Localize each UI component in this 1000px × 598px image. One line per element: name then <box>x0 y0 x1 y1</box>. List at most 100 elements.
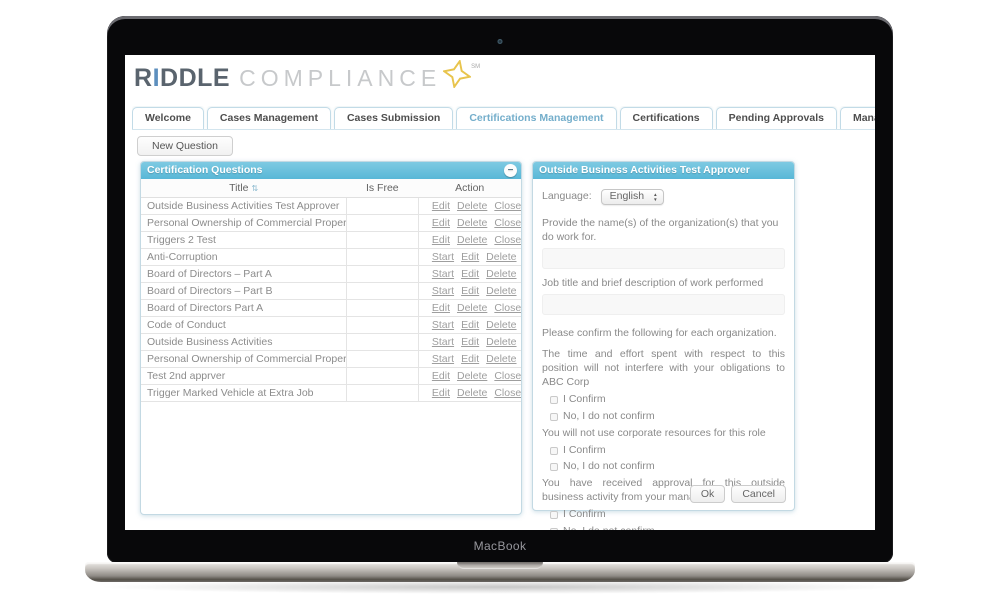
checkbox-icon[interactable] <box>550 510 558 519</box>
action-link[interactable]: Close <box>494 233 521 246</box>
question-title: Anti-Corruption <box>141 248 347 266</box>
action-link[interactable]: Start <box>431 284 455 297</box>
actions-cell: Edit Delete Close <box>417 367 521 385</box>
question-title: Outside Business Activities <box>141 333 347 351</box>
action-link[interactable]: Delete <box>456 216 488 229</box>
questions-table: Title ⇅ Is Free Action Outside Business … <box>141 179 521 402</box>
action-link[interactable]: Delete <box>486 250 517 263</box>
action-link[interactable]: Start <box>431 318 455 331</box>
ok-button[interactable]: Ok <box>689 485 726 503</box>
action-link[interactable]: Delete <box>456 369 488 382</box>
checkbox-icon[interactable] <box>550 446 558 455</box>
language-select[interactable]: English ▲ ▼ <box>600 189 664 205</box>
action-link[interactable]: Close <box>494 301 521 314</box>
checkbox-icon[interactable] <box>550 463 558 472</box>
action-link[interactable]: Edit <box>461 352 480 365</box>
sort-icon[interactable]: ⇅ <box>251 183 259 193</box>
action-link[interactable]: Delete <box>456 233 488 246</box>
action-link[interactable]: Edit <box>431 369 450 382</box>
action-link[interactable]: Start <box>431 335 455 348</box>
panel-title: Certification Questions <box>147 164 263 176</box>
checkbox-icon[interactable] <box>550 527 558 530</box>
logo-text: RIDDLE <box>134 63 231 92</box>
action-link[interactable]: Delete <box>456 199 488 212</box>
action-link[interactable]: Close <box>494 386 521 399</box>
action-link[interactable]: Close <box>494 216 521 229</box>
action-link[interactable]: Edit <box>461 284 480 297</box>
language-value: English <box>609 190 645 203</box>
question-title: Outside Business Activities Test Approve… <box>141 197 347 215</box>
question-title: Code of Conduct <box>141 316 347 334</box>
actions-cell: Edit Delete Close <box>417 231 521 249</box>
action-link[interactable]: Start <box>431 267 455 280</box>
is-free-cell <box>345 282 419 300</box>
question-title: Personal Ownership of Commercial Propert… <box>141 214 347 232</box>
tab-cases-submission[interactable]: Cases Submission <box>333 107 454 129</box>
confirm-option[interactable]: No, I do not confirm <box>550 410 785 424</box>
table-row: Test 2nd apprver Edit Delete Close <box>141 367 521 385</box>
action-link[interactable]: Edit <box>461 335 480 348</box>
option-label: I Confirm <box>563 393 606 406</box>
action-link[interactable]: Delete <box>486 352 517 365</box>
tab-welcome[interactable]: Welcome <box>132 107 204 129</box>
column-header-is-free[interactable]: Is Free <box>346 179 419 198</box>
action-link[interactable]: Edit <box>431 233 450 246</box>
table-row: Board of Directors – Part B Start Edit Del… <box>141 282 521 300</box>
actions-cell: Edit Delete Close <box>417 299 521 317</box>
organizations-textarea[interactable] <box>542 247 785 269</box>
is-free-cell <box>345 367 419 385</box>
action-link[interactable]: Delete <box>456 301 488 314</box>
tab-manage-policies[interactable]: Manage Policies <box>839 107 875 129</box>
action-link[interactable]: Edit <box>431 216 450 229</box>
checkbox-icon[interactable] <box>550 412 558 421</box>
collapse-icon[interactable]: – <box>504 164 517 177</box>
trademark-label: SM <box>471 64 481 70</box>
is-free-cell <box>345 214 419 232</box>
confirm-option[interactable]: No, I do not confirm <box>550 460 785 474</box>
cancel-button[interactable]: Cancel <box>731 485 786 503</box>
action-link[interactable]: Edit <box>431 301 450 314</box>
option-label: I Confirm <box>563 443 606 456</box>
action-link[interactable]: Edit <box>461 267 480 280</box>
webcam-icon <box>497 39 503 44</box>
action-link[interactable]: Edit <box>431 386 450 399</box>
confirm-option[interactable]: I Confirm <box>550 508 785 522</box>
option-label: No, I do not confirm <box>563 460 655 473</box>
tab-bar: Welcome Cases Management Cases Submissio… <box>132 106 875 130</box>
action-link[interactable]: Edit <box>431 199 450 212</box>
table-row: Code of Conduct Start Edit Delete <box>141 316 521 334</box>
action-link[interactable]: Delete <box>456 386 488 399</box>
action-link[interactable]: Start <box>431 250 455 263</box>
action-link[interactable]: Delete <box>486 335 517 348</box>
checkbox-icon[interactable] <box>550 395 558 404</box>
question-title: Triggers 2 Test <box>141 231 347 249</box>
confirm-option[interactable]: No, I do not confirm <box>550 525 785 530</box>
actions-cell: Start Edit Delete <box>417 248 521 266</box>
tab-certifications[interactable]: Certifications <box>619 107 713 129</box>
tab-certifications-management[interactable]: Certifications Management <box>456 107 617 129</box>
confirm-option[interactable]: I Confirm <box>550 444 785 458</box>
tab-cases-management[interactable]: Cases Management <box>206 107 331 129</box>
new-question-button[interactable]: New Question <box>137 136 233 156</box>
panel-title: Outside Business Activities Test Approve… <box>539 164 750 176</box>
confirm-option[interactable]: I Confirm <box>550 393 785 407</box>
actions-cell: Start Edit Delete <box>417 316 521 334</box>
table-row: Board of Directors – Part A Start Edit Del… <box>141 265 521 283</box>
job-description-textarea[interactable] <box>542 293 785 315</box>
question-text: Provide the name(s) of the organization(… <box>542 217 779 243</box>
macbook-label: MacBook <box>473 539 527 553</box>
is-free-cell <box>345 333 419 351</box>
action-link[interactable]: Delete <box>486 284 517 297</box>
action-link[interactable]: Start <box>431 352 455 365</box>
column-header-title[interactable]: Title ⇅ <box>141 179 347 198</box>
action-link[interactable]: Close <box>494 369 521 382</box>
action-link[interactable]: Edit <box>461 250 480 263</box>
action-link[interactable]: Edit <box>461 318 480 331</box>
logo-word-compliance: COMPLIANCE <box>239 64 442 91</box>
action-link[interactable]: Delete <box>486 318 517 331</box>
tab-pending-approvals[interactable]: Pending Approvals <box>715 107 837 129</box>
column-header-action[interactable]: Action <box>418 179 521 198</box>
action-link[interactable]: Delete <box>486 267 517 280</box>
action-link[interactable]: Close <box>494 199 521 212</box>
actions-cell: Start Edit Delete <box>417 350 521 368</box>
